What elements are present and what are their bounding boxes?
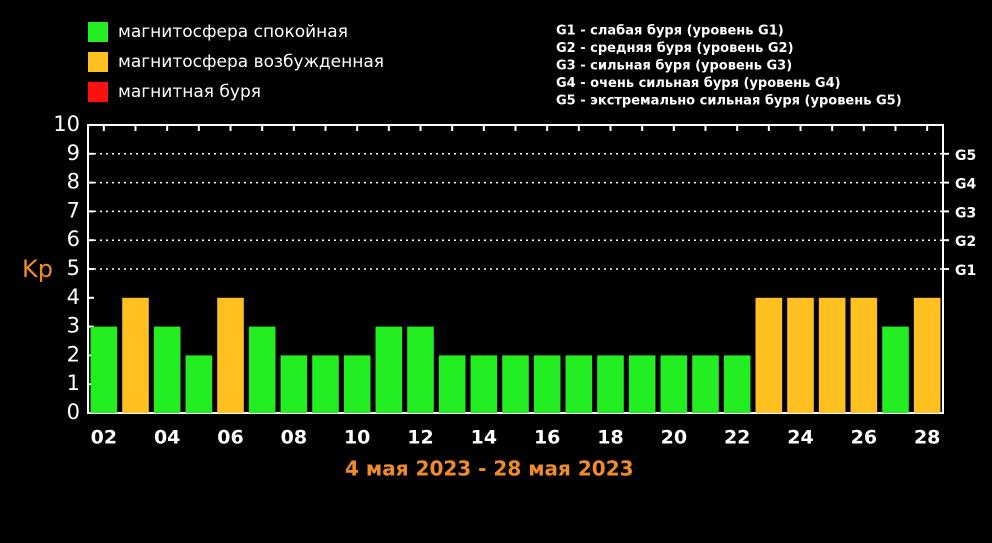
bar (407, 326, 434, 413)
bar (660, 355, 688, 413)
y-tick-label: 5 (67, 256, 80, 280)
bar (692, 355, 719, 413)
note: G3 - сильная буря (уровень G3) (556, 59, 792, 74)
bar (343, 355, 371, 413)
bar (217, 297, 244, 413)
y2-tick-label: G5 (955, 148, 976, 164)
note: G5 - экстремально сильная буря (уровень … (556, 94, 902, 109)
x-tick-label: 10 (344, 427, 370, 449)
bar (597, 355, 624, 413)
legend-label: магнитная буря (118, 82, 261, 102)
bar (787, 297, 814, 413)
y-tick-label: 0 (67, 400, 80, 424)
bar (185, 355, 213, 413)
y-axis-label: Kp (22, 255, 53, 283)
bar (248, 326, 276, 413)
x-tick-label: 14 (471, 427, 497, 449)
x-tick-label: 06 (217, 427, 243, 449)
bar (502, 355, 529, 413)
bar (90, 326, 118, 413)
y-tick-label: 3 (67, 314, 80, 338)
bar (913, 297, 941, 413)
note: G1 - слабая буря (уровень G1) (556, 24, 784, 39)
bar (723, 355, 751, 413)
bar (280, 355, 308, 413)
bar (153, 326, 181, 413)
legend-label: магнитосфера возбужденная (118, 52, 384, 72)
bar (882, 326, 909, 413)
x-tick-label: 18 (597, 427, 623, 449)
y-tick-label: 1 (67, 371, 80, 395)
bar (818, 297, 846, 413)
note: G2 - средняя буря (уровень G2) (556, 41, 794, 56)
bar (850, 297, 878, 413)
y-tick-label: 10 (53, 112, 80, 136)
x-tick-label: 12 (407, 427, 433, 449)
note: G4 - очень сильная буря (уровень G4) (556, 76, 841, 91)
bar (628, 355, 656, 413)
y2-tick-label: G1 (955, 263, 976, 279)
legend-swatch (88, 22, 108, 42)
x-tick-label: 08 (281, 427, 307, 449)
x-tick-label: 28 (914, 427, 940, 449)
x-tick-label: 04 (154, 427, 180, 449)
bar (312, 355, 339, 413)
y-tick-label: 7 (67, 198, 80, 222)
bar (565, 355, 593, 413)
x-tick-label: 16 (534, 427, 560, 449)
y-tick-label: 8 (67, 170, 80, 194)
legend-swatch (88, 52, 108, 72)
x-tick-label: 02 (91, 427, 117, 449)
legend-swatch (88, 82, 108, 102)
legend-label: магнитосфера спокойная (118, 22, 348, 42)
y-tick-label: 9 (67, 141, 80, 165)
y2-tick-label: G3 (955, 205, 976, 221)
y2-tick-label: G2 (955, 234, 976, 250)
bar (755, 297, 783, 413)
y-tick-label: 2 (67, 342, 80, 366)
x-tick-label: 20 (661, 427, 687, 449)
y-tick-label: 4 (67, 285, 80, 309)
bar (375, 326, 403, 413)
x-tick-label: 26 (851, 427, 877, 449)
bar (438, 355, 466, 413)
x-tick-label: 22 (724, 427, 750, 449)
y-tick-label: 6 (67, 227, 80, 251)
bar (122, 297, 149, 413)
x-tick-label: 24 (787, 427, 813, 449)
subtitle: 4 мая 2023 - 28 мая 2023 (345, 457, 634, 481)
y2-tick-label: G4 (955, 177, 976, 193)
bar (533, 355, 561, 413)
bar (470, 355, 498, 413)
